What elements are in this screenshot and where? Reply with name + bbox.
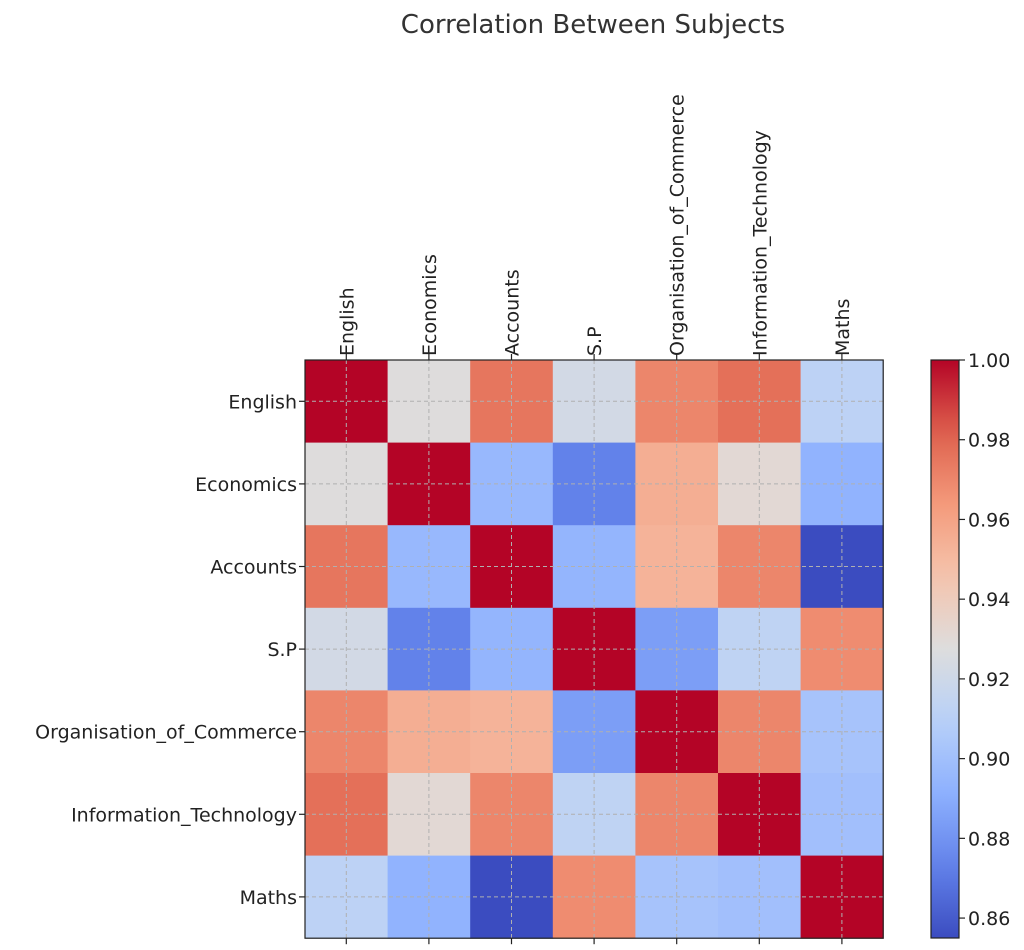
colorbar-tick-label: 0.88	[968, 828, 1010, 850]
colorbar-tick-label: 1.00	[968, 350, 1010, 372]
y-tick-label: Information_Technology	[71, 804, 297, 826]
heatmap-cell-Information_Technology-Maths	[800, 773, 884, 857]
heatmap-cell-Maths-Economics	[387, 855, 471, 939]
gridlines	[305, 360, 884, 939]
y-tick-label: S.P	[267, 639, 297, 661]
heatmap-cell-English-Information_Technology	[718, 360, 802, 444]
y-tick-label: Maths	[240, 887, 297, 909]
colorbar-tick-label: 0.86	[968, 908, 1010, 930]
heatmap-cell-Maths-Maths	[800, 855, 884, 939]
heatmap-cell-Economics-Maths	[800, 442, 884, 526]
x-tick-label: Economics	[419, 254, 441, 356]
heatmap-cell-Economics-Information_Technology	[718, 442, 802, 526]
heatmap-cell-Economics-Economics	[387, 442, 471, 526]
colorbar-tick-label: 0.96	[968, 509, 1010, 531]
colorbar-ticks: 0.86 0.88 0.90 0.92 0.94 0.96 0.98 1.00	[959, 350, 1010, 930]
x-tick-label: S.P	[584, 326, 606, 356]
x-tick-label: English	[336, 287, 358, 356]
heatmap-cell-Maths-Information_Technology	[718, 855, 802, 939]
heatmap-cell-English-Maths	[800, 360, 884, 444]
heatmap-cell-Information_Technology-English	[305, 773, 389, 857]
heatmap-cell-Economics-English	[305, 442, 389, 526]
x-tick-label: Information_Technology	[749, 130, 771, 356]
colorbar-gradient	[930, 359, 960, 939]
heatmap-cell-Information_Technology-Information_Technology	[718, 773, 802, 857]
y-axis-ticks: English Economics Accounts S.P Organisation_…	[35, 391, 305, 909]
colorbar-tick-label: 0.98	[968, 430, 1010, 452]
y-tick-label: Economics	[195, 474, 297, 496]
colorbar: 0.86 0.88 0.90 0.92 0.94 0.96 0.98 1.00	[930, 350, 1010, 939]
x-tick-label: Organisation_of_Commerce	[667, 94, 689, 356]
heatmap-cell-Maths-English	[305, 855, 389, 939]
heatmap-cell-Information_Technology-Economics	[387, 773, 471, 857]
y-tick-label: English	[228, 391, 297, 413]
x-tick-label: Accounts	[502, 269, 524, 356]
heatmap-cell-English-Economics	[387, 360, 471, 444]
x-tick-label: Maths	[832, 299, 854, 356]
heatmap-cell-English-English	[305, 360, 389, 444]
colorbar-tick-label: 0.90	[968, 749, 1010, 771]
colorbar-tick-label: 0.94	[968, 589, 1010, 611]
colorbar-tick-label: 0.92	[968, 669, 1010, 691]
chart-title: Correlation Between Subjects	[401, 10, 785, 40]
y-tick-label: Accounts	[210, 557, 297, 579]
y-tick-label: Organisation_of_Commerce	[35, 722, 297, 744]
x-axis-ticks: English Economics Accounts S.P Organisation_…	[336, 94, 854, 945]
